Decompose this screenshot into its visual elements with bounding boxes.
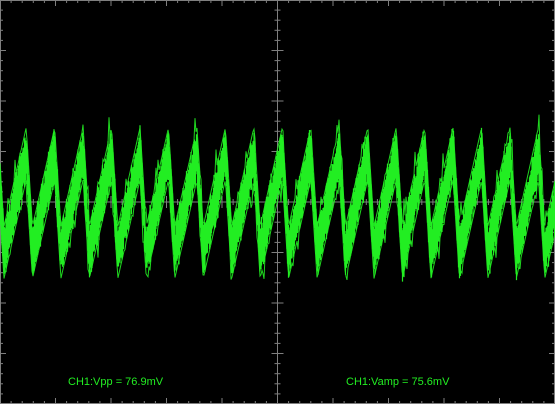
ch1-waveform-lower-edge [0,179,555,281]
ch1-waveform-upper-edge [0,114,555,227]
vpp-readout: CH1:Vpp = 76.9mV [68,376,164,388]
ch1-trace [0,114,555,282]
ch1-waveform-band [0,125,555,282]
vamp-readout: CH1:Vamp = 75.6mV [346,376,450,388]
